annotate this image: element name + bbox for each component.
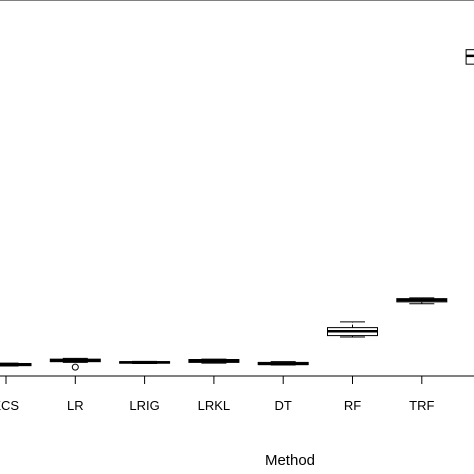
boxes-layer bbox=[0, 49, 474, 371]
box-lr bbox=[49, 357, 101, 371]
x-tick-label: RF bbox=[344, 398, 361, 413]
box-trf bbox=[396, 297, 448, 305]
x-axis-title: Method bbox=[265, 452, 315, 469]
x-tick-label: LRKL bbox=[198, 398, 231, 413]
box-rf bbox=[327, 321, 378, 338]
box-lrkl bbox=[188, 358, 240, 364]
plot-border bbox=[0, 0, 474, 377]
x-tick-label: TRF bbox=[409, 398, 434, 413]
box-lrig bbox=[119, 360, 171, 364]
box-zcs bbox=[0, 362, 32, 367]
box-dt bbox=[257, 361, 309, 366]
x-tick-label: DT bbox=[275, 398, 292, 413]
box-si bbox=[465, 49, 474, 65]
plot-frame bbox=[0, 0, 474, 377]
x-tick-label: ZCS bbox=[0, 398, 19, 413]
x-axis: ZCSLRLRIGLRKLDTRFTRFSI bbox=[0, 376, 434, 413]
x-tick-label: LR bbox=[67, 398, 84, 413]
outlier-point bbox=[71, 363, 79, 371]
x-tick-label: LRIG bbox=[129, 398, 159, 413]
